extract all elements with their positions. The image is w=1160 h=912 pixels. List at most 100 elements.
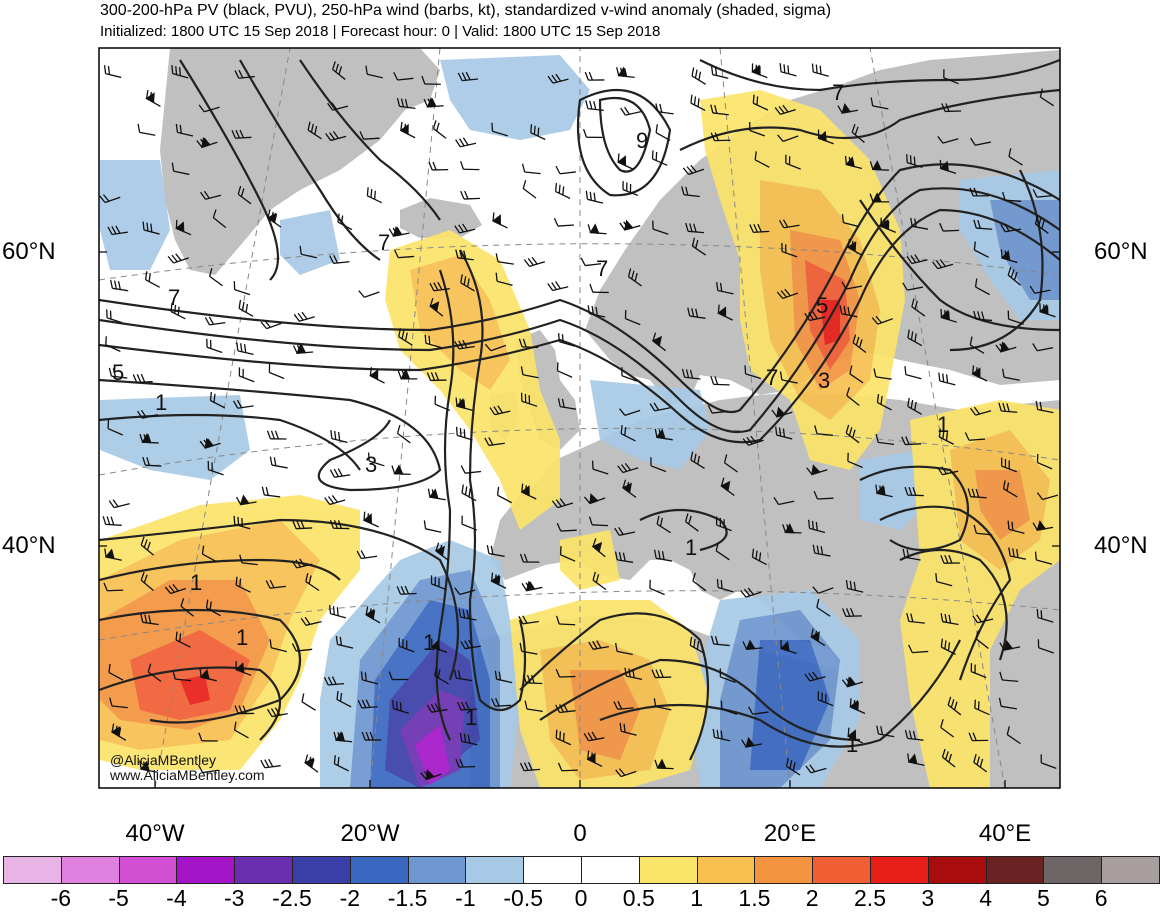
colorbar-swatch [3,856,62,884]
wind-barb [458,608,477,621]
colorbar-swatch [1043,856,1103,884]
wind-barb [754,151,770,168]
wind-barb [964,432,986,441]
wind-barb [941,103,962,113]
wind-barb [369,367,385,384]
wind-barb [715,542,730,561]
wind-barb [198,104,220,113]
wind-barb [940,554,960,564]
wind-barb [649,579,665,596]
wind-barb [911,298,926,317]
wind-barb [968,732,989,742]
wind-barb [107,420,123,436]
wind-barb [364,606,381,624]
wind-barb [771,406,793,418]
wind-barb [108,367,128,379]
wind-barb [624,310,641,326]
wind-barb [906,154,923,169]
wind-barb [1039,88,1055,107]
wind-barb [910,217,929,230]
wind-barb [233,721,249,739]
wind-barb [454,223,476,234]
wind-barb [805,764,827,774]
wind-barb [205,599,221,617]
wind-barb [781,243,798,258]
colorbar-label: -3 [223,885,245,911]
wind-barb [816,598,831,617]
wind-barb [555,182,571,200]
wind-barb [335,635,354,649]
wind-barb [299,245,318,259]
wind-barb [337,213,353,231]
wind-barb [723,454,738,473]
wind-barb [104,548,122,561]
wind-barb [434,667,449,685]
wind-barb [941,748,956,768]
wind-barb [489,405,511,416]
wind-barb [434,395,451,412]
colorbar-swatch [696,856,756,884]
wind-barb [333,731,353,743]
wind-barb [591,460,609,475]
wind-barb [970,137,991,146]
wind-barb [109,279,129,292]
wind-barb [430,638,448,654]
wind-barb [779,371,798,384]
wind-barb [555,703,576,714]
wind-barb [811,63,829,77]
wind-barb [690,451,705,470]
pos-anomaly-region [410,255,510,390]
wind-barb [687,307,706,319]
wind-barb [740,587,762,598]
wind-barb [197,764,219,774]
wind-barb [999,639,1021,651]
wind-barb [710,132,731,142]
greenland-land [160,48,440,275]
wind-barb [426,372,447,382]
wind-barb [785,154,801,170]
wind-barb [804,311,826,322]
colorbar-label: -1 [455,885,476,911]
wind-barb [780,640,797,655]
pos-anomaly-region [975,470,1030,540]
wind-barb [839,305,858,318]
wind-barb [972,614,994,624]
wind-barb [453,669,473,682]
wind-barb [655,124,671,141]
wind-barb [939,222,960,232]
wind-barb [1007,266,1022,286]
contour-label-7: 7 [596,256,608,281]
wind-barb [236,342,254,355]
wind-barb [592,571,607,591]
wind-barb [266,209,282,228]
wind-barb [650,457,667,473]
colorbar-swatch [118,856,178,884]
wind-barb [142,456,162,467]
contour-label-1: 1 [465,705,477,730]
wind-barb [237,185,252,205]
wind-barb [682,164,705,176]
wind-barb [585,190,604,204]
wind-barb [719,668,736,683]
wind-barb [551,498,574,509]
wind-barb [420,769,442,781]
wind-barb [692,572,707,592]
wind-barb [140,536,155,556]
wind-barb [707,405,729,414]
wind-barb [490,572,507,589]
colorbar-label: -5 [108,885,129,911]
wind-barb [424,334,442,349]
wind-barb [742,435,764,446]
wind-barb [937,466,959,476]
wind-barb [691,237,707,256]
wind-barb [749,121,766,137]
wind-barb [396,424,411,444]
wind-barb [172,670,192,682]
wind-barb [614,526,636,536]
wind-barb [269,456,288,469]
wind-barb [907,397,922,415]
wind-barb [969,187,990,197]
wind-barb [649,402,671,412]
wind-barb [523,256,546,267]
wind-barb [110,723,127,741]
